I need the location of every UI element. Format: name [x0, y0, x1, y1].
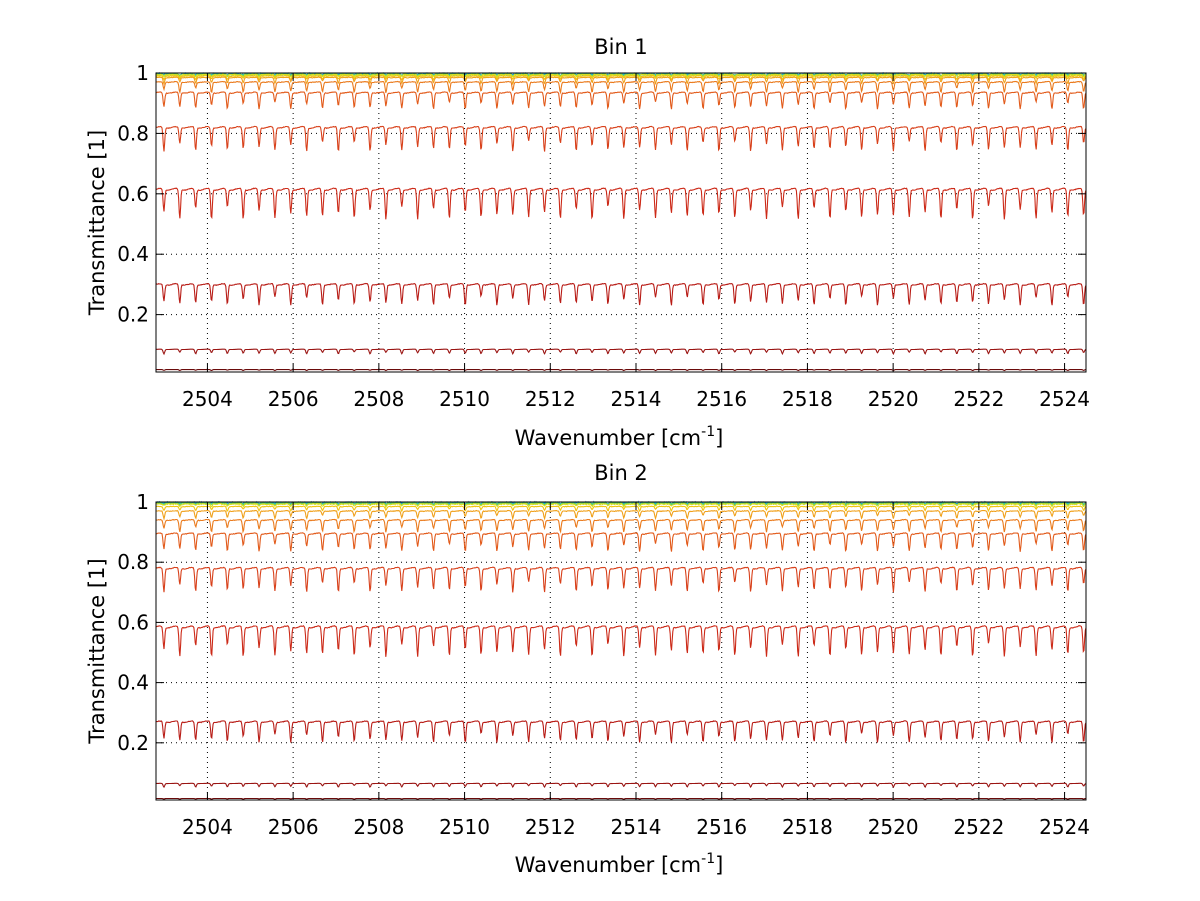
x-tick-label: 2512 [525, 815, 576, 839]
x-tick-label: 2514 [611, 815, 662, 839]
series-line-11 [156, 348, 1087, 356]
x-tick-label: 2508 [353, 815, 404, 839]
x-tick-label: 2522 [953, 387, 1004, 411]
bin-1-panel: 2504 2506 2508 2510 2512 2514 2516 2518 2520 2522… [85, 35, 1090, 450]
series-line-11 [156, 782, 1087, 789]
x-tick-label: 2504 [182, 815, 233, 839]
series-line-10 [156, 720, 1087, 744]
y-tick-label: 0.2 [117, 303, 149, 327]
y-axis-label: Transmittance [1] [85, 130, 109, 316]
series-line-10 [155, 282, 1087, 306]
plot-frame [155, 72, 1087, 373]
y-tick-label: 0.4 [117, 671, 149, 695]
x-tick-label: 2510 [439, 815, 490, 839]
series-line-9 [156, 624, 1087, 657]
x-tick-label: 2512 [525, 387, 576, 411]
x-tick-label: 2514 [611, 387, 662, 411]
x-tick-label: 2524 [1039, 815, 1090, 839]
plot-frame [155, 501, 1087, 801]
series-group [155, 71, 1087, 372]
grid-lines [156, 72, 1086, 372]
x-tick-label: 2520 [868, 387, 919, 411]
x-tick-label: 2510 [439, 387, 490, 411]
series-line-7 [155, 91, 1087, 111]
series-line-12 [156, 369, 1087, 372]
x-tick-label: 2518 [782, 815, 833, 839]
x-tick-label: 2518 [782, 387, 833, 411]
x-tick-label: 2506 [268, 387, 319, 411]
series-line-12 [156, 797, 1087, 800]
x-tick-label: 2508 [353, 387, 404, 411]
y-tick-label: 0.8 [117, 121, 149, 145]
x-tick-label: 2520 [868, 815, 919, 839]
series-line-9 [155, 187, 1087, 220]
y-tick-label: 1 [136, 490, 149, 514]
series-line-7 [155, 532, 1087, 553]
y-tick-label: 0.8 [117, 550, 149, 574]
x-tick-label: 2522 [953, 815, 1004, 839]
series-line-6 [156, 518, 1087, 534]
x-tick-label: 2506 [268, 815, 319, 839]
y-tick-label: 0.6 [117, 610, 149, 634]
y-tick-label: 1 [136, 61, 149, 85]
series-line-4 [156, 505, 1087, 513]
x-axis-label: Wavenumber [cm-1] [515, 851, 724, 877]
y-tick-label: 0.2 [117, 731, 149, 755]
grid-lines [156, 501, 1086, 800]
series-line-8 [155, 125, 1087, 152]
series-line-3 [155, 73, 1086, 80]
chart-title: Bin 1 [594, 35, 648, 59]
x-tick-label: 2504 [182, 387, 233, 411]
series-line-5 [156, 509, 1087, 521]
chart-title: Bin 2 [594, 461, 648, 485]
x-axis-label: Wavenumber [cm-1] [515, 424, 724, 450]
x-tick-label: 2524 [1039, 387, 1090, 411]
x-tick-label: 2516 [696, 387, 747, 411]
series-line-8 [155, 566, 1087, 593]
y-axis: 0.2 0.4 0.6 0.8 1 [117, 490, 1086, 755]
y-tick-label: 0.4 [117, 242, 149, 266]
series-line-5 [155, 76, 1087, 86]
series-line-4 [155, 74, 1087, 82]
x-axis: 2504 2506 2508 2510 2512 2514 2516 2518 2520 2522… [182, 502, 1090, 839]
y-axis: 0.2 0.4 0.6 0.8 1 [117, 61, 1086, 327]
bin-2-panel: 2504 2506 2508 2510 2512 2514 2516 2518 2520 2522… [85, 461, 1090, 877]
y-axis-label: Transmittance [1] [85, 558, 109, 744]
series-line-3 [155, 502, 1087, 509]
x-tick-label: 2516 [696, 815, 747, 839]
y-tick-label: 0.6 [117, 182, 149, 206]
x-axis: 2504 2506 2508 2510 2512 2514 2516 2518 2520 2522… [182, 73, 1090, 411]
series-group [155, 500, 1087, 800]
series-line-6 [155, 80, 1087, 95]
